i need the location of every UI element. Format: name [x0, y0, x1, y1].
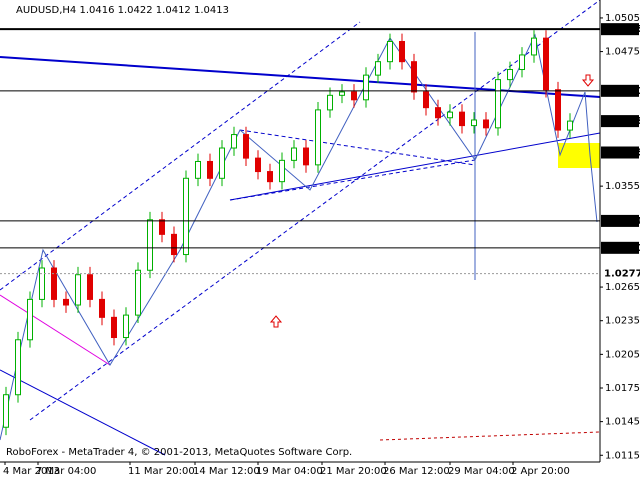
level-label: 1.0440	[604, 86, 640, 97]
drawings	[0, 0, 601, 456]
down-arrow-icon	[581, 74, 595, 87]
trend-line	[0, 294, 111, 366]
y-tick-label: 1.0475	[605, 47, 640, 58]
candle-body	[99, 298, 105, 318]
candle-body	[423, 91, 429, 109]
footer: RoboForex - MetaTrader 4, © 2001-2013, M…	[6, 447, 352, 458]
candle-body	[111, 316, 117, 339]
x-tick-label: 26 Mar 12:00	[383, 466, 450, 477]
candle-body	[363, 74, 369, 101]
channel-line	[29, 0, 601, 421]
candle-body	[303, 147, 309, 166]
y-tick-label: 1.0355	[605, 181, 640, 192]
x-tick-label: 4 Mar 2013	[3, 466, 60, 477]
candle-body	[27, 298, 33, 341]
candle-body	[219, 147, 225, 179]
candle-body	[291, 147, 297, 161]
x-tick-label: 2 Apr 20:00	[511, 466, 570, 477]
x-tick-label: 29 Mar 04:00	[448, 466, 515, 477]
candle-body	[207, 160, 213, 179]
candle-body	[483, 119, 489, 129]
candle-body	[39, 267, 45, 300]
y-tick-label: 1.0265	[605, 282, 640, 293]
candle-body	[51, 267, 57, 300]
y-tick-label: 1.0235	[605, 316, 640, 327]
x-tick-label: 7 Mar 04:00	[36, 466, 96, 477]
candle-body	[171, 233, 177, 256]
candle-body	[327, 94, 333, 111]
channel-line	[239, 129, 476, 166]
candle-body	[519, 54, 525, 71]
y-tick-label: 1.0115	[605, 450, 640, 461]
candle-body	[15, 339, 21, 396]
level-label-box	[601, 23, 639, 36]
x-tick-label: 19 Mar 04:00	[256, 466, 323, 477]
level-label-box	[601, 146, 639, 159]
target-zone	[558, 143, 600, 168]
candle-body	[471, 119, 477, 127]
candle-body	[75, 274, 81, 306]
y-tick-label: 1.0205	[605, 349, 640, 360]
x-tick-label: 21 Mar 20:00	[320, 466, 387, 477]
candle-body	[183, 177, 189, 256]
candle-body	[555, 89, 561, 131]
candle-body	[135, 269, 141, 316]
candle-body	[3, 394, 9, 428]
channel-line	[379, 431, 601, 441]
level-label-box	[601, 241, 639, 254]
candle-body	[339, 91, 345, 96]
level-label: 1.0300	[604, 243, 640, 254]
candle-body	[159, 219, 165, 235]
level-label-box	[601, 267, 639, 280]
y-tick-label: 1.0505	[605, 13, 640, 24]
candle-body	[399, 40, 405, 63]
channel-line	[0, 21, 361, 291]
candle-body	[315, 109, 321, 166]
candle-body	[447, 111, 453, 119]
candle-body	[543, 37, 549, 91]
candle-body	[267, 171, 273, 183]
y-tick-label: 1.0145	[605, 417, 640, 428]
candle-body	[123, 314, 129, 339]
level-label: 1.0495	[604, 24, 640, 35]
level-label: 1.0324	[604, 216, 640, 227]
candle-body	[531, 37, 537, 56]
candle-body	[255, 157, 261, 173]
candle-body	[195, 160, 201, 179]
y-tick-label: 1.0175	[605, 383, 640, 394]
x-tick-label: 11 Mar 20:00	[128, 466, 195, 477]
level-label-box	[601, 115, 639, 128]
candle-body	[87, 274, 93, 300]
candle-body	[411, 61, 417, 93]
candle-body	[351, 91, 357, 101]
candle-body	[387, 40, 393, 63]
candle-body	[507, 69, 513, 81]
chart-title: AUDUSD,H4 1.0416 1.0422 1.0412 1.0413	[16, 5, 229, 16]
candle-body	[459, 111, 465, 127]
trend-line	[0, 369, 166, 456]
trend-line	[229, 132, 601, 201]
x-tick-label: 14 Mar 12:00	[193, 466, 260, 477]
candle-body	[435, 107, 441, 119]
channel-line	[229, 159, 476, 201]
level-label-box	[601, 84, 639, 97]
candle-body	[279, 159, 285, 183]
level-label: 1.0385	[604, 148, 640, 159]
level-label: 1.0413	[604, 116, 640, 127]
plot	[3, 30, 573, 436]
candle-body	[495, 79, 501, 129]
candle-body	[147, 219, 153, 271]
level-label-box	[601, 214, 639, 227]
candle-body	[567, 120, 573, 131]
candle-body	[63, 298, 69, 306]
candle-body	[243, 134, 249, 159]
candle-body	[375, 61, 381, 76]
up-arrow-icon	[269, 315, 283, 328]
level-label: 1.0277	[604, 269, 640, 280]
candle-body	[231, 134, 237, 149]
